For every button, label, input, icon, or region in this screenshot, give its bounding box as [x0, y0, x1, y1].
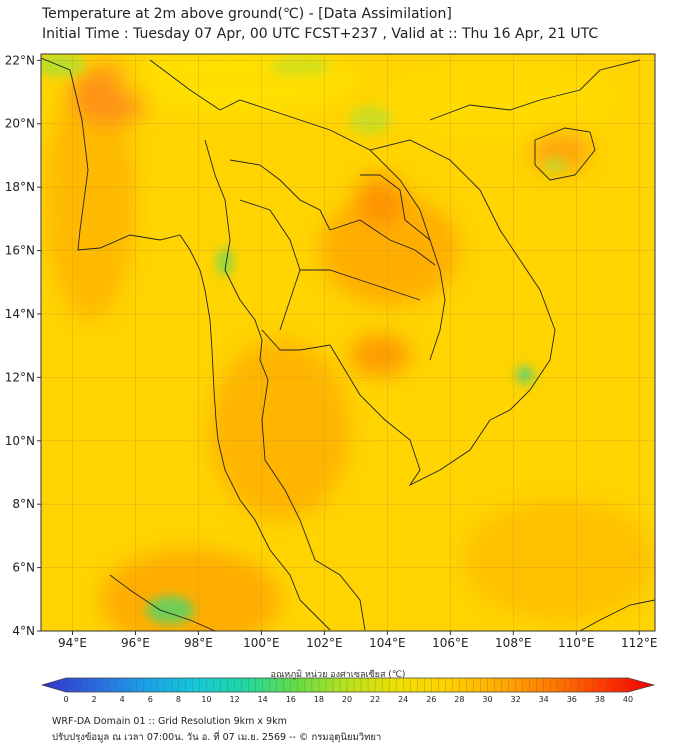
lon-tick-label: 104°E — [369, 636, 406, 650]
colorbar-tick-label: 10 — [201, 695, 211, 704]
lat-tick-label: 16°N — [5, 244, 35, 258]
colorbar-tick-label: 30 — [482, 695, 492, 704]
colorbar-tick-label: 4 — [120, 695, 125, 704]
colorbar-tick-label: 28 — [454, 695, 464, 704]
colorbar-tick-label: 8 — [176, 695, 181, 704]
lon-tick-label: 100°E — [243, 636, 280, 650]
lat-tick-label: 10°N — [5, 434, 35, 448]
footer-model-info: WRF-DA Domain 01 :: Grid Resolution 9km … — [52, 716, 287, 727]
lat-tick-label: 22°N — [5, 53, 35, 67]
lon-tick-label: 102°E — [306, 636, 343, 650]
lat-tick-label: 20°N — [5, 117, 35, 131]
colorbar-tick-label: 40 — [623, 695, 633, 704]
colorbar-tick-label: 6 — [148, 695, 153, 704]
lat-tick-label: 4°N — [12, 624, 35, 638]
colorbar-tick-label: 22 — [370, 695, 380, 704]
colorbar-tick-label: 32 — [511, 695, 521, 704]
lon-tick-label: 94°E — [58, 636, 87, 650]
colorbar-tick-label: 26 — [426, 695, 436, 704]
map-subtitle: Initial Time : Tuesday 07 Apr, 00 UTC FC… — [42, 26, 599, 42]
lon-tick-label: 106°E — [432, 636, 469, 650]
colorbar-tick-label: 0 — [63, 695, 68, 704]
colorbar-tick-label: 20 — [342, 695, 352, 704]
colorbar-tick-label: 14 — [258, 695, 268, 704]
latitude-axis: 4°N 6°N 8°N 10°N 12°N 14°N 16°N 18°N 20°N 22°N — [5, 53, 41, 638]
colorbar-title: อุณหภูมิ หน่วย องศาเซลเซียส (℃) — [270, 670, 406, 680]
colorbar-tick-label: 24 — [398, 695, 408, 704]
colorbar-tick-label: 2 — [92, 695, 97, 704]
lat-tick-label: 14°N — [5, 307, 35, 321]
borders — [41, 57, 655, 631]
lon-tick-label: 98°E — [184, 636, 213, 650]
colorbar-tick-label: 34 — [539, 695, 549, 704]
lon-tick-label: 96°E — [121, 636, 150, 650]
colorbar-ticks: 0 2 4 6 8 10 12 14 16 18 20 22 24 26 28 30 32 34 36 38 40 — [63, 678, 633, 704]
lat-tick-label: 18°N — [5, 180, 35, 194]
longitude-axis: 94°E 96°E 98°E 100°E 102°E 104°E 106°E 108°E 110… — [58, 631, 658, 650]
lat-tick-label: 12°N — [5, 370, 35, 384]
lat-tick-label: 8°N — [12, 497, 35, 511]
map-frame — [40, 53, 656, 632]
lon-tick-label: 112°E — [621, 636, 658, 650]
lon-tick-label: 108°E — [495, 636, 532, 650]
lon-tick-label: 110°E — [558, 636, 595, 650]
colorbar-tick-label: 12 — [230, 695, 240, 704]
colorbar-tick-label: 16 — [286, 695, 296, 704]
colorbar-tick-label: 38 — [595, 695, 605, 704]
footer-update-info: ปรับปรุงข้อมูล ณ เวลา 07:00น. วัน อ. ที่… — [52, 732, 382, 743]
temperature-field — [41, 54, 655, 631]
map-title: Temperature at 2m above ground(℃) - [Dat… — [42, 6, 452, 22]
lat-tick-label: 6°N — [12, 561, 35, 575]
colorbar-tick-label: 18 — [314, 695, 324, 704]
colorbar-tick-label: 36 — [567, 695, 577, 704]
